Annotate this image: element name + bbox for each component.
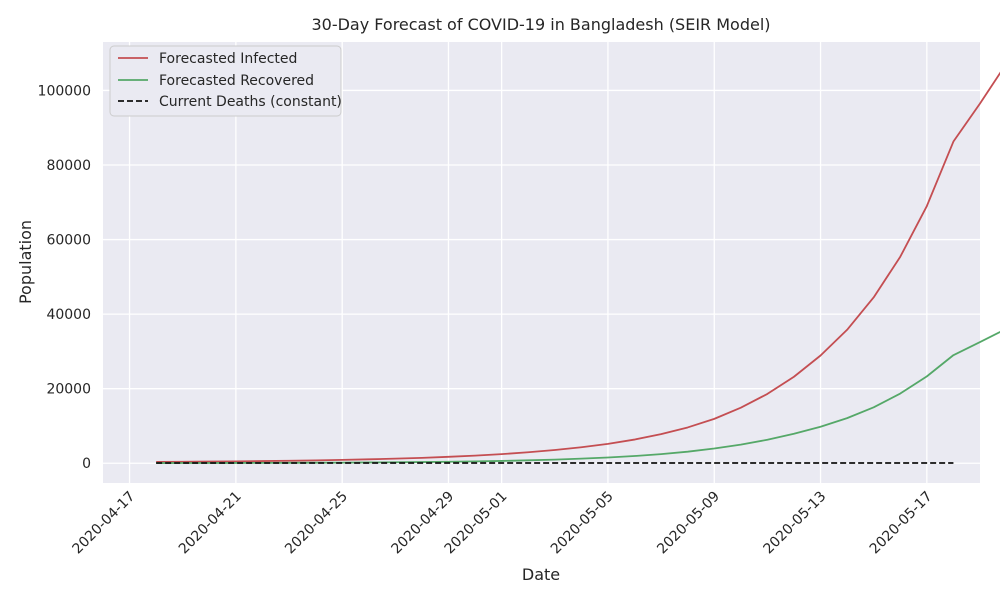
y-axis-label: Population — [16, 220, 35, 304]
legend-box — [109, 45, 342, 117]
y-tick-label: 80000 — [46, 158, 91, 174]
legend-label-deaths: Current Deaths (constant) — [159, 94, 342, 110]
legend-label-recovered: Forecasted Recovered — [159, 73, 314, 89]
y-tick-label: 20000 — [46, 382, 91, 398]
y-tick-labels: 0 20000 40000 60000 80000 100000 — [38, 83, 91, 472]
x-tick-label: 2020-05-13 — [761, 489, 830, 558]
series-line-1 — [156, 330, 1000, 464]
legend: Forecasted Infected Forecasted Recovered… — [109, 45, 342, 117]
y-tick-label: 100000 — [38, 83, 91, 99]
series-line-0 — [156, 71, 1000, 463]
legend-label-infected: Forecasted Infected — [159, 51, 297, 67]
x-tick-label: 2020-04-17 — [70, 489, 139, 558]
x-tick-label: 2020-04-21 — [176, 489, 245, 558]
y-tick-label: 0 — [82, 456, 91, 472]
series-group — [156, 71, 1000, 464]
x-tick-labels: 2020-04-17 2020-04-21 2020-04-25 2020-04-29… — [70, 489, 936, 558]
y-tick-label: 60000 — [46, 233, 91, 249]
chart-title: 30-Day Forecast of COVID-19 in Banglades… — [311, 15, 770, 34]
x-tick-label: 2020-05-09 — [654, 489, 723, 558]
y-tick-label: 40000 — [46, 307, 91, 323]
x-tick-label: 2020-04-25 — [282, 489, 351, 558]
x-axis-label: Date — [522, 565, 560, 584]
x-tick-label: 2020-05-05 — [548, 489, 617, 558]
x-tick-label: 2020-05-17 — [867, 489, 936, 558]
